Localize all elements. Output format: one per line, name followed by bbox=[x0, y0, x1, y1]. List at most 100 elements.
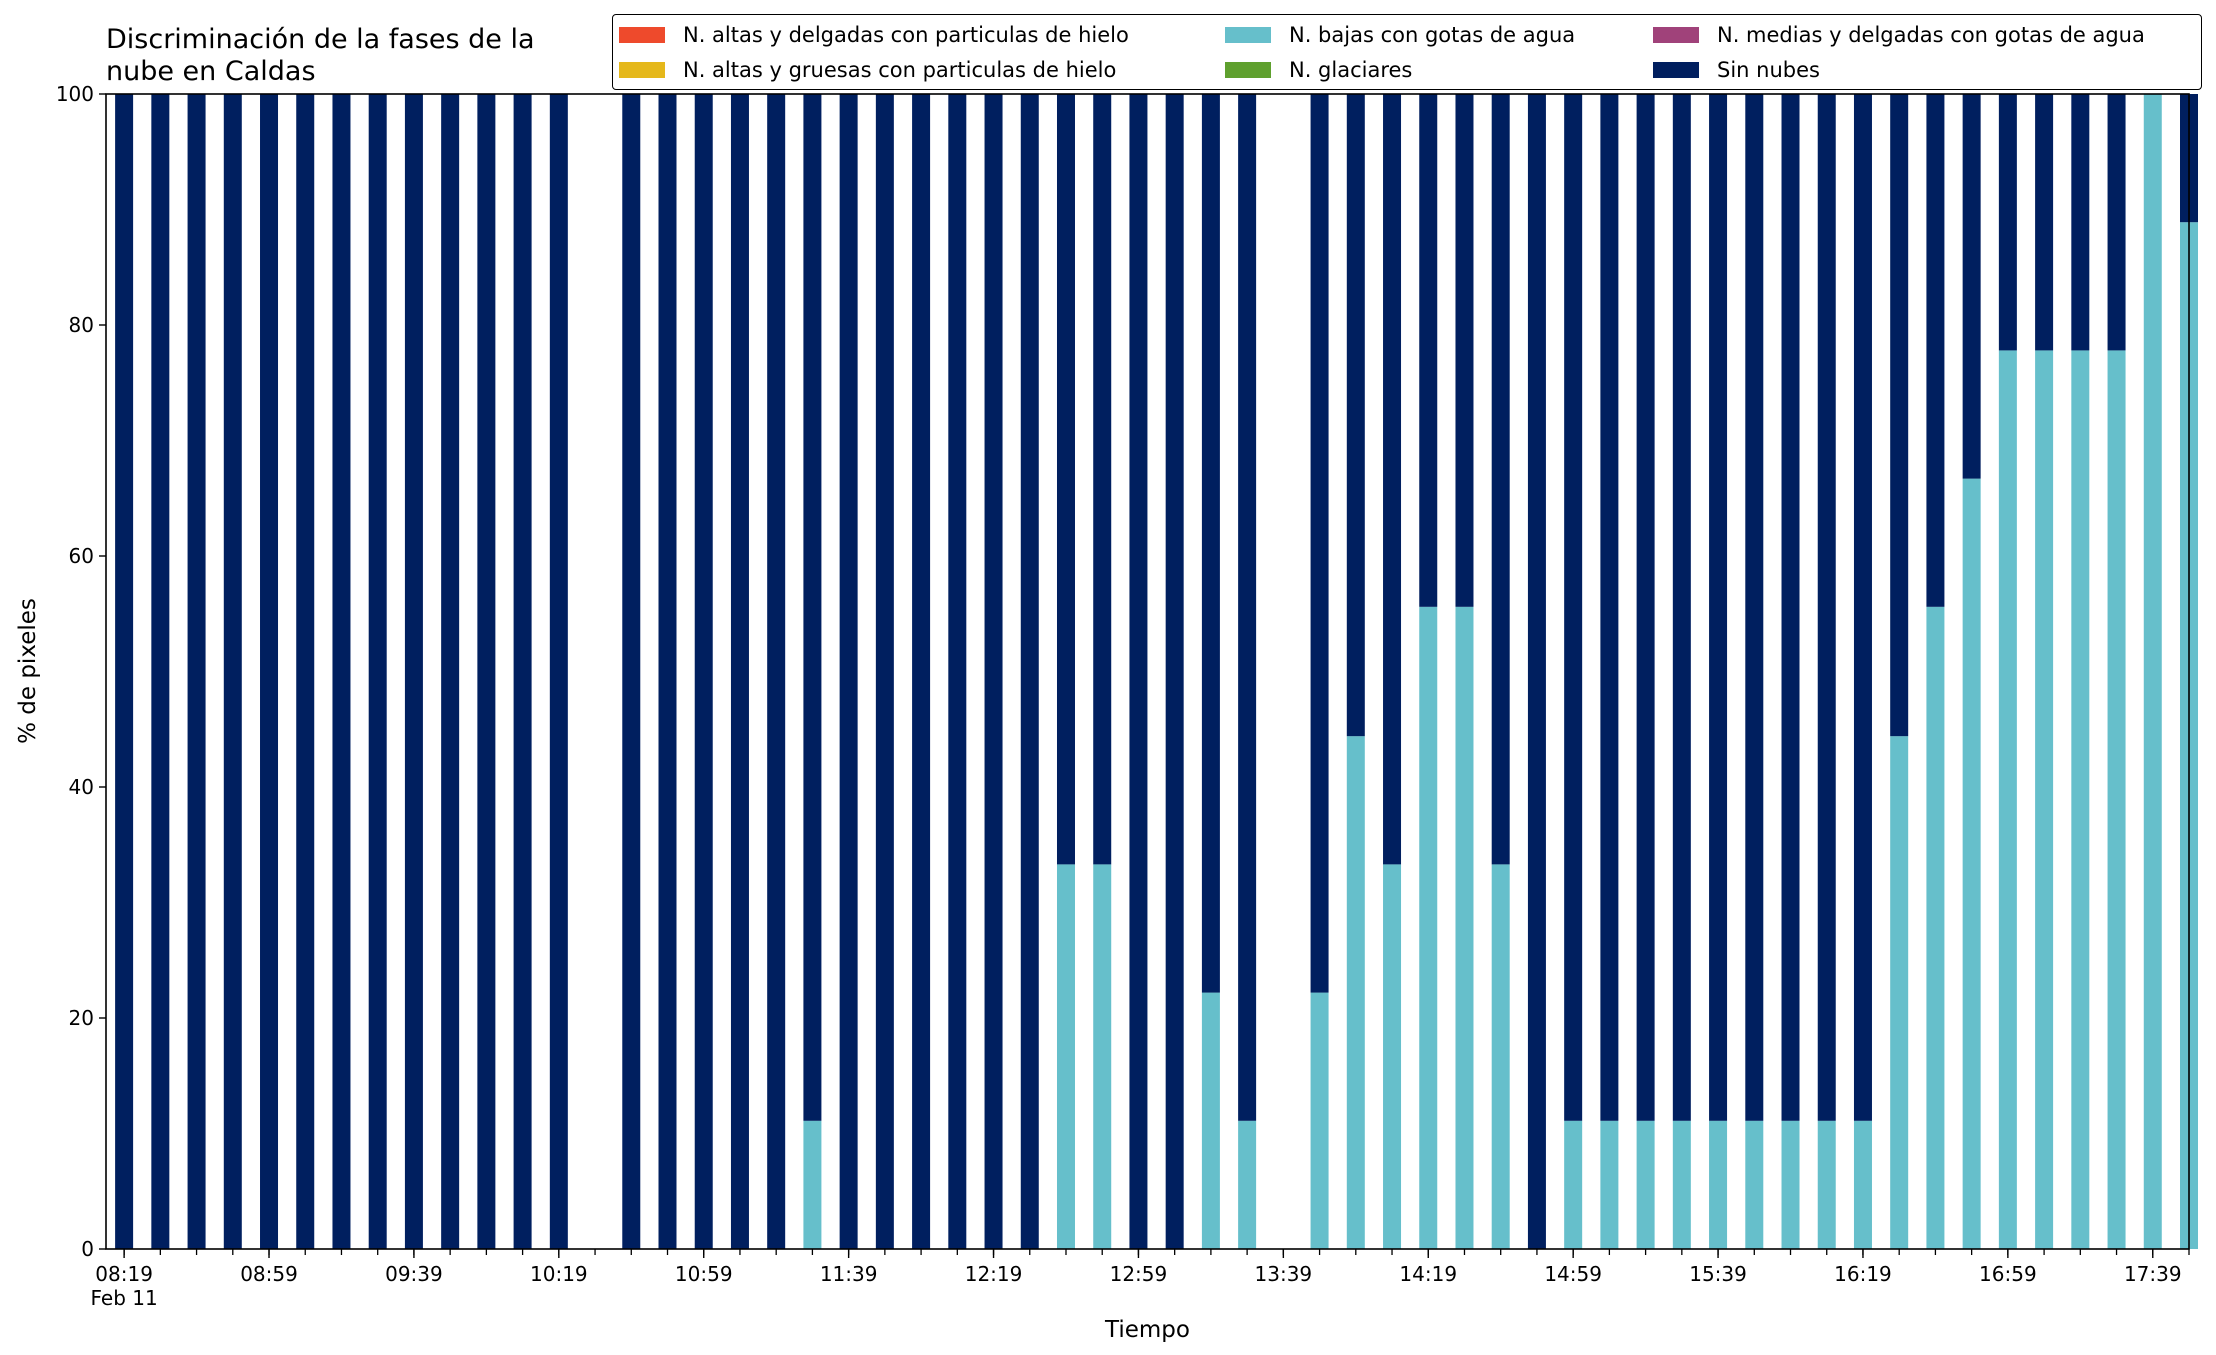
x-tick-label: 17:39 bbox=[2124, 1262, 2182, 1286]
x-tick-label: 14:19 bbox=[1399, 1262, 1457, 1286]
bar-segment-1129-s5 bbox=[803, 94, 822, 1121]
bar-segment-0909-s5 bbox=[296, 94, 315, 1249]
chart-title-line-1: Discriminación de la fases de la bbox=[106, 24, 535, 55]
bar-segment-1719-s2 bbox=[2071, 350, 2090, 1249]
bar-segment-1709-s5 bbox=[2035, 94, 2054, 351]
legend-swatch bbox=[1653, 62, 1699, 78]
x-tick-label: 11:39 bbox=[820, 1262, 878, 1286]
legend-item-altas-gruesas: N. altas y gruesas con particulas de hie… bbox=[619, 58, 1117, 82]
bar-segment-1439-s5 bbox=[1491, 94, 1510, 865]
bar-segment-1439-s2 bbox=[1491, 864, 1510, 1249]
bar-segment-1109-s5 bbox=[730, 94, 749, 1249]
bar-segment-1649-s2 bbox=[1962, 478, 1981, 1249]
bar-segment-0949-s5 bbox=[441, 94, 460, 1249]
legend-item-altas-delgadas: N. altas y delgadas con particulas de hi… bbox=[619, 23, 1129, 47]
legend-label: N. altas y gruesas con particulas de hie… bbox=[683, 58, 1117, 82]
bar-segment-1629-s5 bbox=[1890, 94, 1909, 737]
y-tick-label: 40 bbox=[69, 775, 94, 799]
legend: N. altas y delgadas con particulas de hi… bbox=[612, 14, 2202, 90]
bar-segment-1639-s2 bbox=[1926, 606, 1945, 1249]
bar-segment-1509-s5 bbox=[1600, 94, 1619, 1121]
bar-segment-1719-s5 bbox=[2071, 94, 2090, 351]
legend-label: Sin nubes bbox=[1717, 58, 1820, 82]
bar-segment-1429-s5 bbox=[1455, 94, 1474, 607]
legend-swatch bbox=[1225, 62, 1271, 78]
legend-label: N. bajas con gotas de agua bbox=[1289, 23, 1576, 47]
bar-segment-1249-s2 bbox=[1093, 864, 1112, 1249]
bar-segment-1119-s5 bbox=[767, 94, 786, 1249]
legend-swatch bbox=[619, 27, 665, 43]
x-tick-label: 12:19 bbox=[965, 1262, 1023, 1286]
y-axis-label: % de pixeles bbox=[15, 598, 41, 744]
x-tick-label: 13:39 bbox=[1255, 1262, 1313, 1286]
legend-label: N. medias y delgadas con gotas de agua bbox=[1717, 23, 2145, 47]
bar-segment-1139-s5 bbox=[839, 94, 858, 1249]
bar-segment-1419-s2 bbox=[1419, 606, 1438, 1249]
bar-segment-1729-s2 bbox=[2107, 350, 2126, 1249]
bar-segment-1229-s5 bbox=[1020, 94, 1039, 1249]
bar-segment-0819-s5 bbox=[115, 94, 134, 1249]
bar-segment-0959-s5 bbox=[477, 94, 496, 1249]
x-tick-label: 10:59 bbox=[675, 1262, 733, 1286]
bar-segment-1049-s5 bbox=[658, 94, 677, 1249]
bar-segment-1149-s5 bbox=[875, 94, 894, 1249]
x-tick-label: 10:19 bbox=[530, 1262, 588, 1286]
bar-segment-1019-s5 bbox=[549, 94, 568, 1249]
bar-segment-1659-s5 bbox=[1998, 94, 2017, 351]
bar-segment-1129-s2 bbox=[803, 1120, 822, 1249]
bar-segment-0939-s5 bbox=[404, 94, 423, 1249]
legend-label: N. glaciares bbox=[1289, 58, 1413, 82]
bar-segment-1639-s5 bbox=[1926, 94, 1945, 607]
bar-segment-1009-s5 bbox=[513, 94, 532, 1249]
bar-segment-1539-s2 bbox=[1709, 1120, 1728, 1249]
bar-segment-0929-s5 bbox=[368, 94, 387, 1249]
x-tick-label: 08:59 bbox=[240, 1262, 298, 1286]
bar-segment-1349-s2 bbox=[1310, 992, 1329, 1249]
bar-segment-1659-s2 bbox=[1998, 350, 2017, 1249]
bar-segment-1059-s5 bbox=[694, 94, 713, 1249]
bar-segment-1729-s5 bbox=[2107, 94, 2126, 351]
bar-segment-1209-s5 bbox=[948, 94, 967, 1249]
bars-layer bbox=[115, 94, 2198, 1250]
bar-segment-1429-s2 bbox=[1455, 606, 1474, 1249]
bar-segment-1239-s2 bbox=[1056, 864, 1075, 1249]
bar-segment-1409-s5 bbox=[1383, 94, 1402, 865]
bar-segment-1549-s2 bbox=[1745, 1120, 1764, 1249]
bar-segment-1319-s5 bbox=[1201, 94, 1220, 993]
y-axis: 0 20 40 60 80 100 bbox=[56, 82, 106, 1261]
bar-segment-1609-s5 bbox=[1817, 94, 1836, 1121]
bar-segment-1239-s5 bbox=[1056, 94, 1075, 865]
bar-segment-1709-s2 bbox=[2035, 350, 2054, 1249]
y-tick-label: 20 bbox=[69, 1006, 94, 1030]
y-tick-label: 60 bbox=[69, 544, 94, 568]
bar-segment-1329-s5 bbox=[1238, 94, 1257, 1121]
bar-segment-1619-s5 bbox=[1853, 94, 1872, 1121]
bar-segment-1619-s2 bbox=[1853, 1120, 1872, 1249]
bar-segment-1549-s5 bbox=[1745, 94, 1764, 1121]
bar-segment-1249-s5 bbox=[1093, 94, 1112, 865]
bar-segment-0859-s5 bbox=[260, 94, 279, 1249]
bar-segment-1459-s2 bbox=[1564, 1120, 1583, 1249]
legend-item-bajas-gotas: N. bajas con gotas de agua bbox=[1225, 23, 1576, 47]
x-tick-label: 09:39 bbox=[385, 1262, 443, 1286]
x-tick-label: 08:19 bbox=[95, 1262, 153, 1286]
legend-item-medias-delgadas: N. medias y delgadas con gotas de agua bbox=[1653, 23, 2145, 47]
legend-item-glaciares: N. glaciares bbox=[1225, 58, 1413, 82]
legend-swatch bbox=[619, 62, 665, 78]
x-tick-label: 15:39 bbox=[1689, 1262, 1747, 1286]
chart-title: Discriminación de la fases de la nube en… bbox=[106, 24, 666, 88]
y-tick-label: 0 bbox=[81, 1237, 94, 1261]
bar-segment-1159-s5 bbox=[912, 94, 931, 1249]
bar-segment-1529-s5 bbox=[1672, 94, 1691, 1121]
x-tick-label: 16:59 bbox=[1979, 1262, 2037, 1286]
bar-segment-1519-s5 bbox=[1636, 94, 1655, 1121]
bar-segment-1359-s5 bbox=[1346, 94, 1365, 737]
bar-segment-1219-s5 bbox=[984, 94, 1003, 1249]
y-tick-label: 100 bbox=[56, 82, 94, 106]
bar-segment-1529-s2 bbox=[1672, 1120, 1691, 1249]
bar-segment-1459-s5 bbox=[1564, 94, 1583, 1121]
bar-segment-1409-s2 bbox=[1383, 864, 1402, 1249]
x-tick-label: 16:19 bbox=[1834, 1262, 1892, 1286]
bar-segment-1739-s2 bbox=[2143, 94, 2162, 1249]
